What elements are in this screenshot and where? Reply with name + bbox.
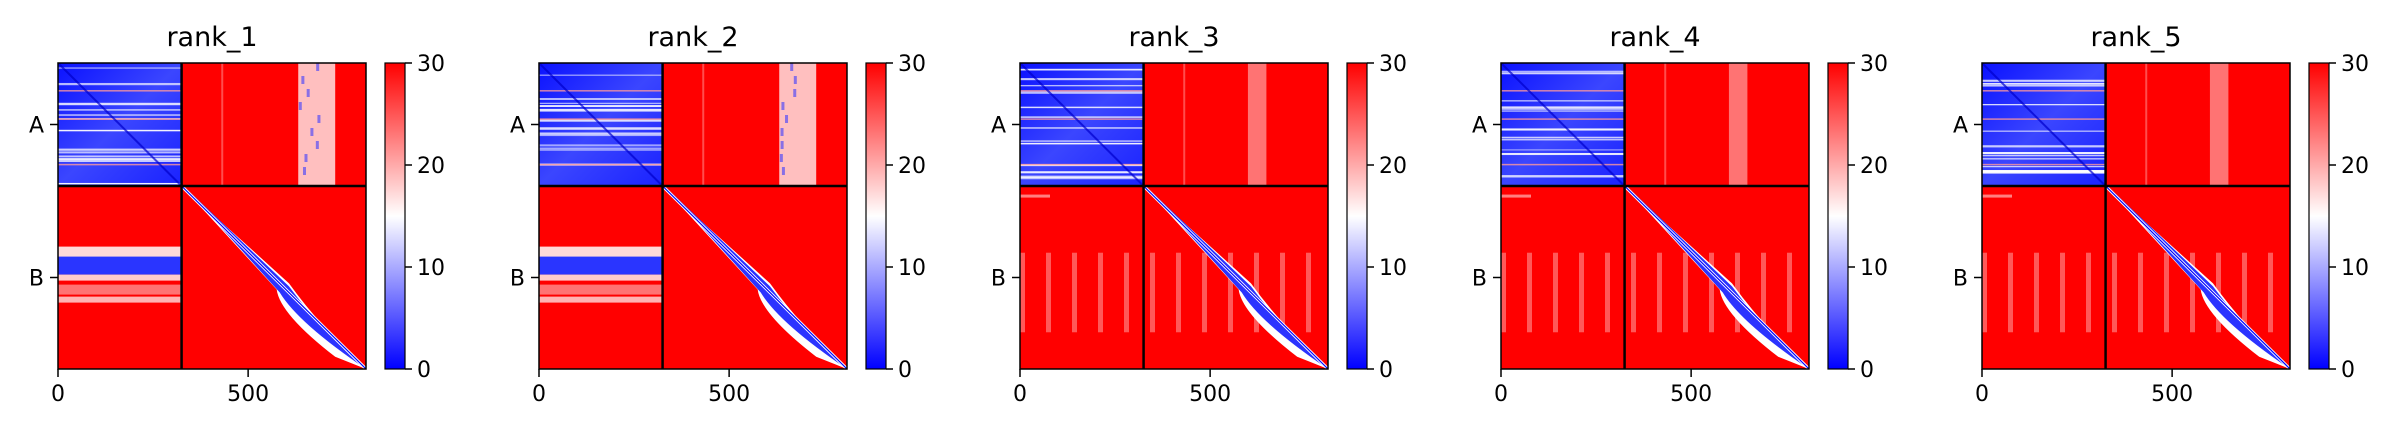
y-tick-label: A [1953, 114, 1968, 139]
colorbar [1346, 62, 1368, 370]
y-tick-label: B [29, 267, 44, 292]
panel-title: rank_3 [1128, 22, 1219, 53]
colorbar-tick-label: 0 [1379, 358, 1393, 383]
x-tick-label: 0 [532, 382, 546, 407]
colorbar-tick-label: 20 [1860, 154, 1888, 179]
y-tick-label: B [991, 267, 1006, 292]
x-tick-label: 0 [51, 382, 65, 407]
colorbar-tick-label: 0 [417, 358, 431, 383]
panel-title: rank_1 [166, 22, 257, 53]
heatmap-panel-2: rank_2 0 500 A B 0 10 20 30 [510, 22, 926, 407]
x-tick-label: 0 [1494, 382, 1508, 407]
colorbar [865, 62, 887, 370]
y-tick-label: A [510, 114, 525, 139]
heatmap-panel-4: rank_4 0 500 A B 0 10 20 30 [1472, 22, 1888, 407]
colorbar-tick-label: 10 [417, 256, 445, 281]
y-tick-label: A [991, 114, 1006, 139]
y-tick-label: B [1953, 267, 1968, 292]
x-tick-label: 500 [1670, 382, 1712, 407]
y-tick-label: B [1472, 267, 1487, 292]
colorbar-tick-label: 20 [417, 154, 445, 179]
y-tick-label: A [29, 114, 44, 139]
colorbar-tick-label: 30 [1379, 52, 1407, 77]
colorbar-tick-label: 0 [1860, 358, 1874, 383]
y-tick-label: A [1472, 114, 1487, 139]
colorbar-tick-label: 20 [1379, 154, 1407, 179]
panel-title: rank_4 [1609, 22, 1700, 53]
x-tick-label: 500 [2151, 382, 2193, 407]
heatmap-frame [538, 62, 848, 370]
colorbar-tick-label: 20 [898, 154, 926, 179]
y-tick-label: B [510, 267, 525, 292]
colorbar-tick-label: 10 [1379, 256, 1407, 281]
colorbar-tick-label: 10 [898, 256, 926, 281]
heatmap-frame [1019, 62, 1329, 370]
colorbar-tick-label: 0 [898, 358, 912, 383]
heatmap-frame [57, 62, 367, 370]
x-tick-label: 500 [708, 382, 750, 407]
colorbar-tick-label: 10 [2341, 256, 2369, 281]
colorbar [1827, 62, 1849, 370]
colorbar-tick-label: 30 [1860, 52, 1888, 77]
colorbar-tick-label: 20 [2341, 154, 2369, 179]
panel-title: rank_5 [2090, 22, 2181, 53]
colorbar [384, 62, 406, 370]
colorbar-tick-label: 30 [2341, 52, 2369, 77]
heatmap-frame [1500, 62, 1810, 370]
colorbar-tick-label: 30 [417, 52, 445, 77]
x-tick-label: 500 [227, 382, 269, 407]
heatmap-panel-1: rank_1 0 500 A B 0 10 20 30 [29, 22, 445, 407]
panel-title: rank_2 [647, 22, 738, 53]
x-tick-label: 500 [1189, 382, 1231, 407]
colorbar-tick-label: 30 [898, 52, 926, 77]
heatmap-panel-3: rank_3 0 500 A B 0 10 20 30 [991, 22, 1407, 407]
heatmap-panel-5: rank_5 0 500 A B 0 10 20 30 [1953, 22, 2369, 407]
colorbar-tick-label: 0 [2341, 358, 2355, 383]
x-tick-label: 0 [1975, 382, 1989, 407]
colorbar [2308, 62, 2330, 370]
colorbar-tick-label: 10 [1860, 256, 1888, 281]
x-tick-label: 0 [1013, 382, 1027, 407]
heatmap-frame [1981, 62, 2291, 370]
